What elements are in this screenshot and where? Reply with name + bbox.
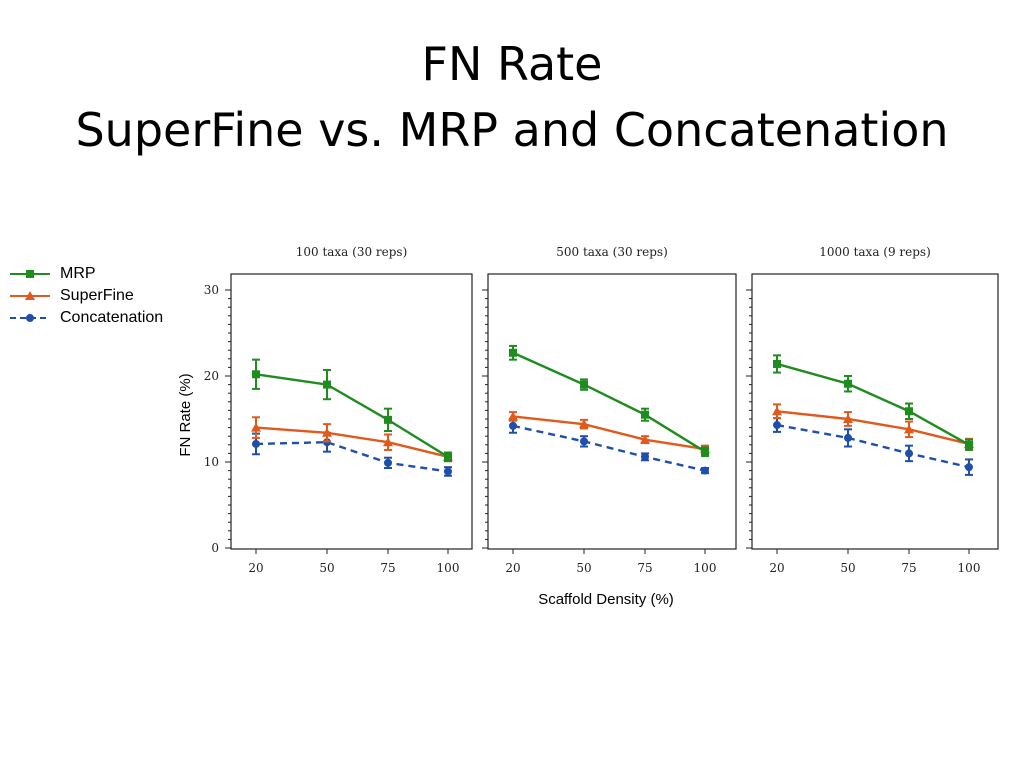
- series-line-mrp: [255, 373, 449, 458]
- data-point-mrp: [965, 440, 973, 449]
- data-point-mrp: [844, 379, 852, 388]
- data-point-superfine: [843, 414, 853, 423]
- data-point-mrp: [384, 415, 392, 424]
- legend-item-concatenation: Concatenation: [10, 308, 190, 330]
- data-point-concatenation: [444, 467, 452, 476]
- data-point-superfine: [508, 411, 518, 421]
- chart-legend: MRP SuperFine Concatenation: [10, 264, 190, 330]
- x-tick-label: 100: [694, 561, 717, 575]
- series-line-concatenation: [255, 441, 449, 473]
- panel-frame: [751, 273, 999, 550]
- data-point-mrp: [509, 348, 517, 357]
- data-point-concatenation: [509, 421, 517, 430]
- x-tick-label: 100: [958, 561, 981, 575]
- x-tick-label: 50: [319, 561, 334, 575]
- legend-item-superfine: SuperFine: [10, 286, 190, 308]
- x-tick-label: 75: [901, 561, 916, 575]
- series-line-concatenation: [776, 423, 970, 469]
- series-line-mrp: [776, 362, 970, 446]
- data-point-mrp: [641, 410, 649, 419]
- data-point-concatenation: [384, 458, 392, 467]
- data-point-mrp: [701, 447, 709, 456]
- data-point-mrp: [905, 407, 913, 416]
- data-point-concatenation: [773, 421, 781, 430]
- y-axis-label: FN Rate (%): [177, 373, 194, 456]
- legend-swatch-superfine: [10, 291, 50, 300]
- data-point-mrp: [773, 359, 781, 368]
- data-point-mrp: [444, 452, 452, 461]
- legend-swatch-mrp: [10, 270, 50, 278]
- data-point-superfine: [251, 422, 261, 432]
- panel-2: 500 taxa (30 reps) 20 50 75 100: [482, 245, 737, 575]
- data-point-superfine: [640, 434, 650, 444]
- legend-label-mrp: MRP: [60, 265, 96, 282]
- data-point-concatenation: [965, 463, 973, 472]
- panel-frame: [230, 273, 473, 550]
- data-point-concatenation: [641, 452, 649, 461]
- x-axis-label: Scaffold Density (%): [538, 591, 674, 608]
- data-point-concatenation: [701, 466, 709, 475]
- data-point-mrp: [580, 380, 588, 389]
- panel-3: 1000 taxa (9 reps) 20 50 75 100: [746, 245, 999, 575]
- series-line-mrp: [512, 351, 706, 453]
- legend-swatch-concatenation: [10, 314, 50, 322]
- panel-title: 1000 taxa (9 reps): [819, 245, 931, 259]
- data-point-concatenation: [844, 433, 852, 442]
- y-tick-label: 20: [204, 369, 219, 383]
- x-tick-label: 20: [248, 561, 263, 575]
- legend-item-mrp: MRP: [10, 264, 190, 286]
- series-line-superfine: [512, 415, 706, 451]
- data-point-superfine: [322, 427, 332, 437]
- data-point-superfine: [579, 419, 589, 429]
- x-tick-label: 20: [505, 561, 520, 575]
- panel-title: 500 taxa (30 reps): [556, 245, 668, 259]
- x-tick-label: 50: [576, 561, 591, 575]
- series-line-superfine: [776, 410, 970, 446]
- x-tick-label: 75: [637, 561, 652, 575]
- data-point-mrp: [323, 380, 331, 389]
- x-tick-label: 50: [840, 561, 855, 575]
- data-point-superfine: [383, 437, 393, 447]
- slide-subtitle: SuperFine vs. MRP and Concatenation: [75, 103, 949, 157]
- panel-title: 100 taxa (30 reps): [296, 245, 408, 259]
- x-tick-label: 75: [380, 561, 395, 575]
- series-line-concatenation: [512, 424, 706, 472]
- data-point-mrp: [252, 370, 260, 379]
- legend-label-concatenation: Concatenation: [60, 309, 164, 326]
- y-tick-label: 30: [204, 283, 219, 297]
- x-tick-label: 100: [437, 561, 460, 575]
- y-tick-label: 10: [204, 455, 219, 469]
- data-point-superfine: [772, 406, 782, 416]
- panel-frame: [487, 273, 737, 550]
- slide-title: FN Rate: [421, 37, 603, 91]
- panel-1: 100 taxa (30 reps) 0 10 20 30 20 50 75 100: [204, 245, 473, 575]
- y-tick-label: 0: [211, 541, 219, 555]
- data-point-concatenation: [905, 449, 913, 458]
- data-point-concatenation: [580, 437, 588, 446]
- data-point-superfine: [904, 424, 914, 434]
- series-line-superfine: [255, 426, 449, 459]
- data-point-concatenation: [252, 439, 260, 448]
- legend-label-superfine: SuperFine: [60, 287, 134, 304]
- x-tick-label: 20: [769, 561, 784, 575]
